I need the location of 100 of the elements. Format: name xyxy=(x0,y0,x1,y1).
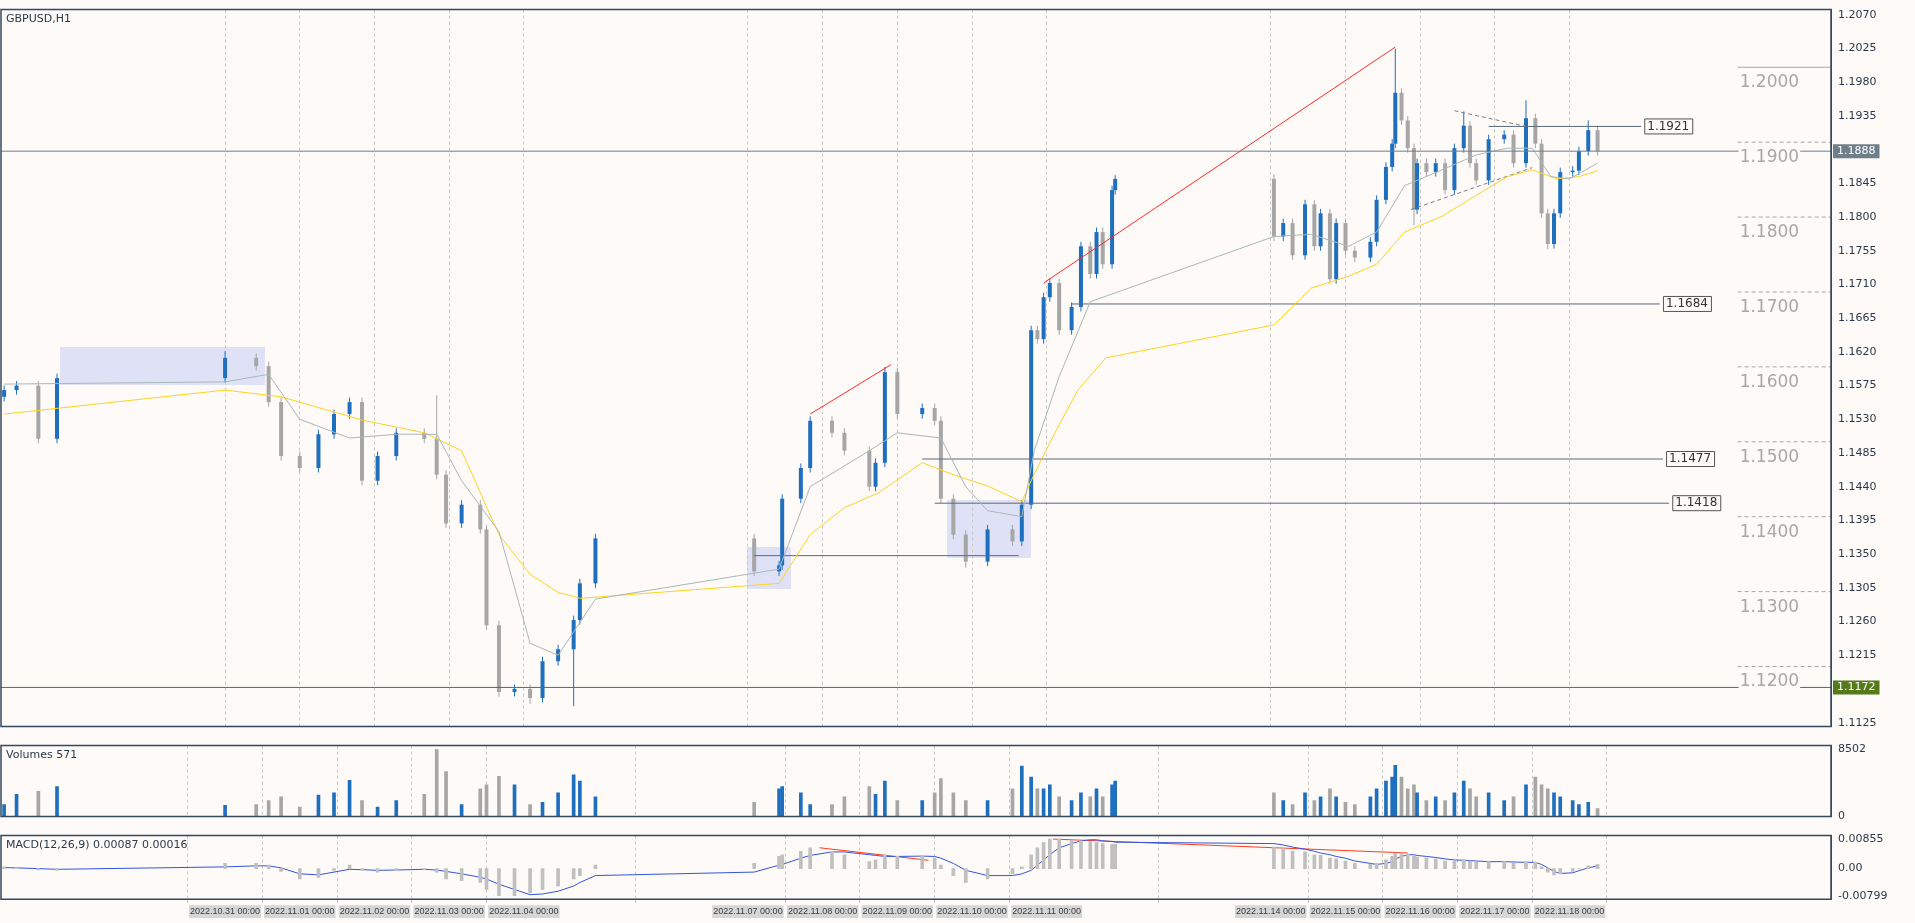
bar xyxy=(297,806,302,817)
bar xyxy=(939,864,943,869)
bar xyxy=(1468,788,1472,817)
bar xyxy=(1113,843,1118,869)
series-label: 1.1300 xyxy=(1739,595,1800,616)
bar xyxy=(434,749,439,817)
bar xyxy=(556,868,560,887)
bar xyxy=(1468,860,1472,869)
bar xyxy=(1057,796,1061,817)
candlestick xyxy=(1069,301,1074,336)
bar xyxy=(2,804,6,817)
bar xyxy=(1100,796,1105,817)
bar xyxy=(1405,788,1410,817)
x-tick-label: 2022.11.04 00:00 xyxy=(489,906,559,917)
candlestick xyxy=(332,409,337,440)
bar xyxy=(867,786,872,817)
bar xyxy=(434,868,439,873)
y-tick-label: 1.1125 xyxy=(1838,715,1877,729)
series-label: 1.1700 xyxy=(1739,295,1800,316)
annotation: 1.1684 xyxy=(1665,296,1708,311)
bar xyxy=(297,868,302,880)
bar xyxy=(1524,784,1528,817)
bar xyxy=(528,868,532,894)
bar xyxy=(1334,796,1338,817)
bar xyxy=(963,800,968,817)
bar xyxy=(360,800,364,817)
bar xyxy=(254,804,259,817)
candlestick xyxy=(347,397,352,420)
bar xyxy=(223,805,227,817)
y-tick-label: 1.1530 xyxy=(1838,412,1877,426)
y-tick-label: 1.1845 xyxy=(1838,176,1877,190)
y-tick-label: 1.1620 xyxy=(1838,344,1877,358)
x-tick-label: 2022.11.14 00:00 xyxy=(1236,906,1306,917)
bar xyxy=(1443,800,1447,817)
series-label: 1.1200 xyxy=(1739,670,1800,691)
candlestick xyxy=(1576,146,1581,176)
bar xyxy=(1433,858,1438,869)
bar xyxy=(963,868,968,883)
bar xyxy=(1461,780,1466,817)
series-label: 1.1900 xyxy=(1739,146,1800,167)
series-label: 1.2000 xyxy=(1739,71,1800,92)
bar xyxy=(799,792,803,817)
candlestick xyxy=(1047,277,1052,303)
bar xyxy=(1570,800,1575,817)
bar xyxy=(1545,788,1550,817)
ref-line-label: 1.1172 xyxy=(1837,680,1876,694)
bar xyxy=(1079,792,1083,817)
bar xyxy=(444,771,448,817)
bar xyxy=(223,863,227,869)
bar xyxy=(578,868,582,876)
bar xyxy=(1577,804,1581,817)
bar xyxy=(497,868,501,897)
candlestick xyxy=(1595,125,1600,157)
bar xyxy=(1334,858,1338,869)
y-tick-label: 1.1440 xyxy=(1838,479,1877,493)
candlestick xyxy=(1010,524,1015,547)
candlestick xyxy=(459,499,464,529)
y-tick-label: -0.00799 xyxy=(1838,889,1888,903)
bar xyxy=(1029,854,1033,869)
candlestick xyxy=(932,403,937,426)
x-tick-label: 2022.11.16 00:00 xyxy=(1385,906,1455,917)
chart-title: Volumes 571 xyxy=(6,747,78,761)
bar xyxy=(1461,859,1466,869)
bar xyxy=(279,796,283,817)
y-tick-label: 1.1935 xyxy=(1838,108,1877,122)
bar xyxy=(55,786,59,817)
bar xyxy=(1393,852,1398,869)
bar xyxy=(867,861,872,869)
y-tick-label: 1.1305 xyxy=(1838,580,1877,594)
annotation: 1.1418 xyxy=(1675,495,1718,510)
bar xyxy=(1281,800,1286,817)
chart-title: GBPUSD,H1 xyxy=(6,11,71,25)
bar xyxy=(1558,796,1563,817)
bar xyxy=(1303,792,1307,817)
bar xyxy=(1586,865,1591,869)
bar xyxy=(556,792,560,817)
bar xyxy=(1048,784,1052,817)
y-tick-label: 0 xyxy=(1838,809,1845,823)
candlestick xyxy=(297,451,302,473)
y-tick-label: 1.2025 xyxy=(1838,41,1877,55)
bar xyxy=(932,792,937,817)
bar xyxy=(1558,868,1563,875)
bar xyxy=(920,856,925,869)
y-tick-label: 1.2070 xyxy=(1838,7,1877,21)
ref-line-label: 1.1888 xyxy=(1837,144,1876,158)
bar xyxy=(1545,868,1550,873)
bar xyxy=(883,780,887,817)
candlestick xyxy=(1586,119,1591,157)
candlestick xyxy=(528,683,533,705)
bar xyxy=(422,794,427,817)
bar xyxy=(332,792,336,817)
candlestick xyxy=(873,457,878,492)
candlestick xyxy=(394,427,399,461)
bar xyxy=(394,800,399,817)
x-tick-label: 2022.11.07 00:00 xyxy=(713,906,783,917)
bar xyxy=(360,868,364,871)
x-tick-label: 2022.11.09 00:00 xyxy=(862,906,933,917)
x-tick-label: 2022.10.31 00:00 xyxy=(190,906,261,917)
bar xyxy=(1405,853,1410,869)
bar xyxy=(1100,843,1105,869)
